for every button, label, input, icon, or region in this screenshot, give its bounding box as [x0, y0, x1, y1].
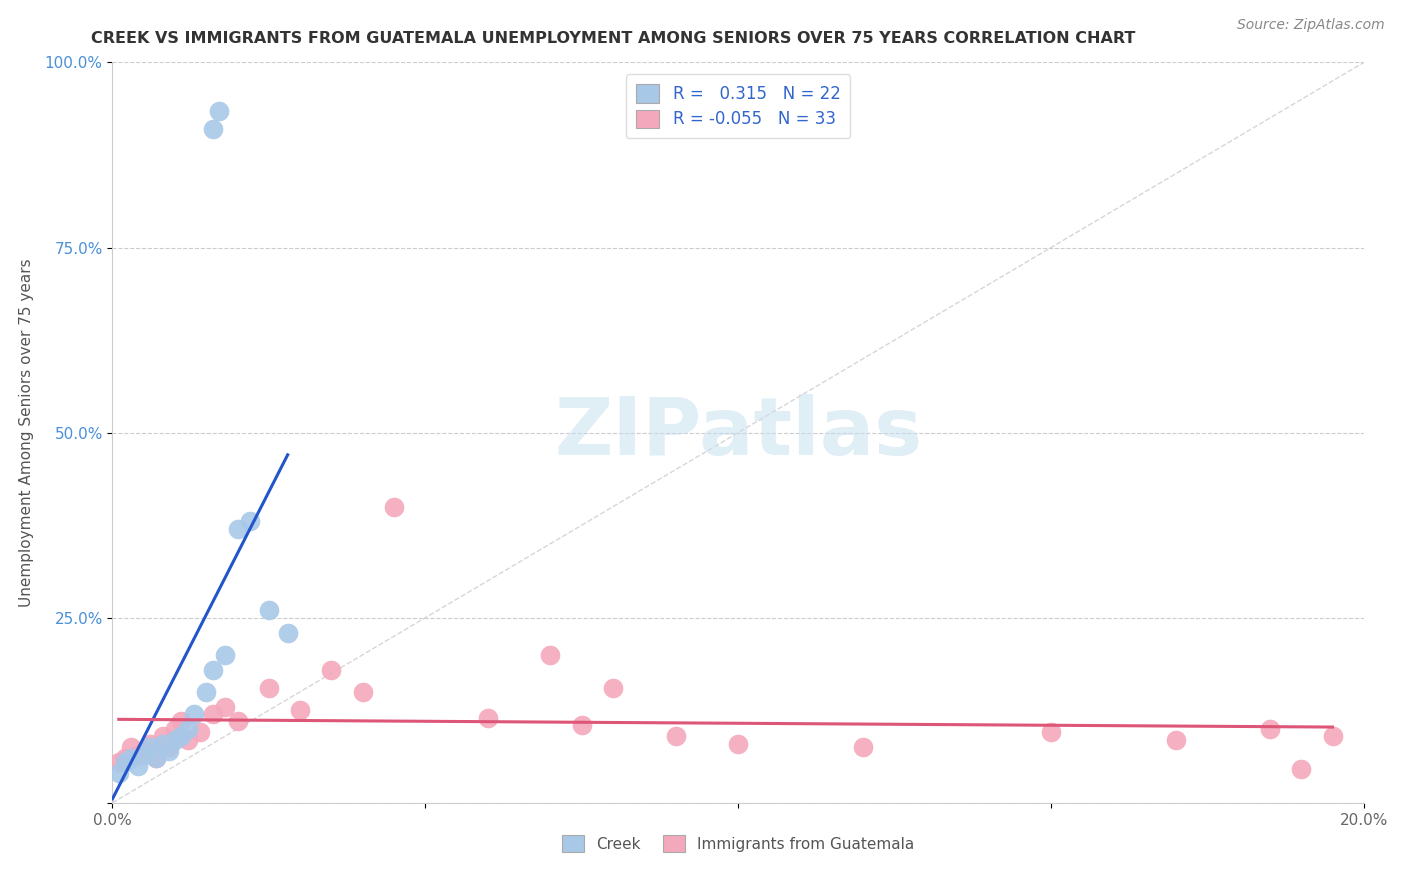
Point — [114, 751, 136, 765]
Point — [852, 740, 875, 755]
Point — [290, 703, 312, 717]
Point — [201, 122, 224, 136]
Point — [132, 747, 155, 762]
Point — [540, 648, 562, 662]
Y-axis label: Unemployment Among Seniors over 75 years: Unemployment Among Seniors over 75 years — [18, 259, 34, 607]
Point — [170, 729, 193, 743]
Point — [132, 744, 155, 758]
Point — [208, 103, 231, 118]
Point — [277, 625, 299, 640]
Point — [257, 681, 280, 695]
Point — [195, 685, 218, 699]
Point — [664, 729, 686, 743]
Point — [321, 663, 343, 677]
Point — [127, 747, 149, 762]
Point — [214, 648, 236, 662]
Point — [157, 740, 180, 755]
Point — [188, 725, 211, 739]
Point — [170, 714, 193, 729]
Point — [382, 500, 405, 514]
Text: Source: ZipAtlas.com: Source: ZipAtlas.com — [1237, 18, 1385, 32]
Point — [163, 722, 186, 736]
Point — [201, 663, 224, 677]
Point — [201, 706, 224, 721]
Point — [1258, 722, 1281, 736]
Legend: Creek, Immigrants from Guatemala: Creek, Immigrants from Guatemala — [557, 830, 920, 858]
Point — [114, 755, 136, 769]
Point — [352, 685, 374, 699]
Point — [1322, 729, 1344, 743]
Point — [120, 740, 142, 755]
Point — [239, 515, 262, 529]
Point — [183, 706, 205, 721]
Point — [145, 751, 167, 765]
Point — [571, 718, 593, 732]
Point — [152, 737, 174, 751]
Point — [602, 681, 624, 695]
Point — [107, 755, 129, 769]
Point — [152, 729, 174, 743]
Text: CREEK VS IMMIGRANTS FROM GUATEMALA UNEMPLOYMENT AMONG SENIORS OVER 75 YEARS CORR: CREEK VS IMMIGRANTS FROM GUATEMALA UNEMP… — [91, 31, 1136, 46]
Point — [157, 744, 180, 758]
Point — [163, 732, 186, 747]
Point — [214, 699, 236, 714]
Point — [120, 751, 142, 765]
Point — [1039, 725, 1063, 739]
Point — [176, 732, 198, 747]
Point — [477, 711, 499, 725]
Point — [226, 522, 249, 536]
Point — [257, 603, 280, 617]
Text: ZIPatlas: ZIPatlas — [554, 393, 922, 472]
Point — [176, 722, 198, 736]
Point — [127, 758, 149, 772]
Point — [226, 714, 249, 729]
Point — [107, 766, 129, 780]
Point — [1291, 763, 1313, 777]
Point — [1166, 732, 1188, 747]
Point — [145, 751, 167, 765]
Point — [727, 737, 749, 751]
Point — [139, 740, 162, 755]
Point — [139, 737, 162, 751]
